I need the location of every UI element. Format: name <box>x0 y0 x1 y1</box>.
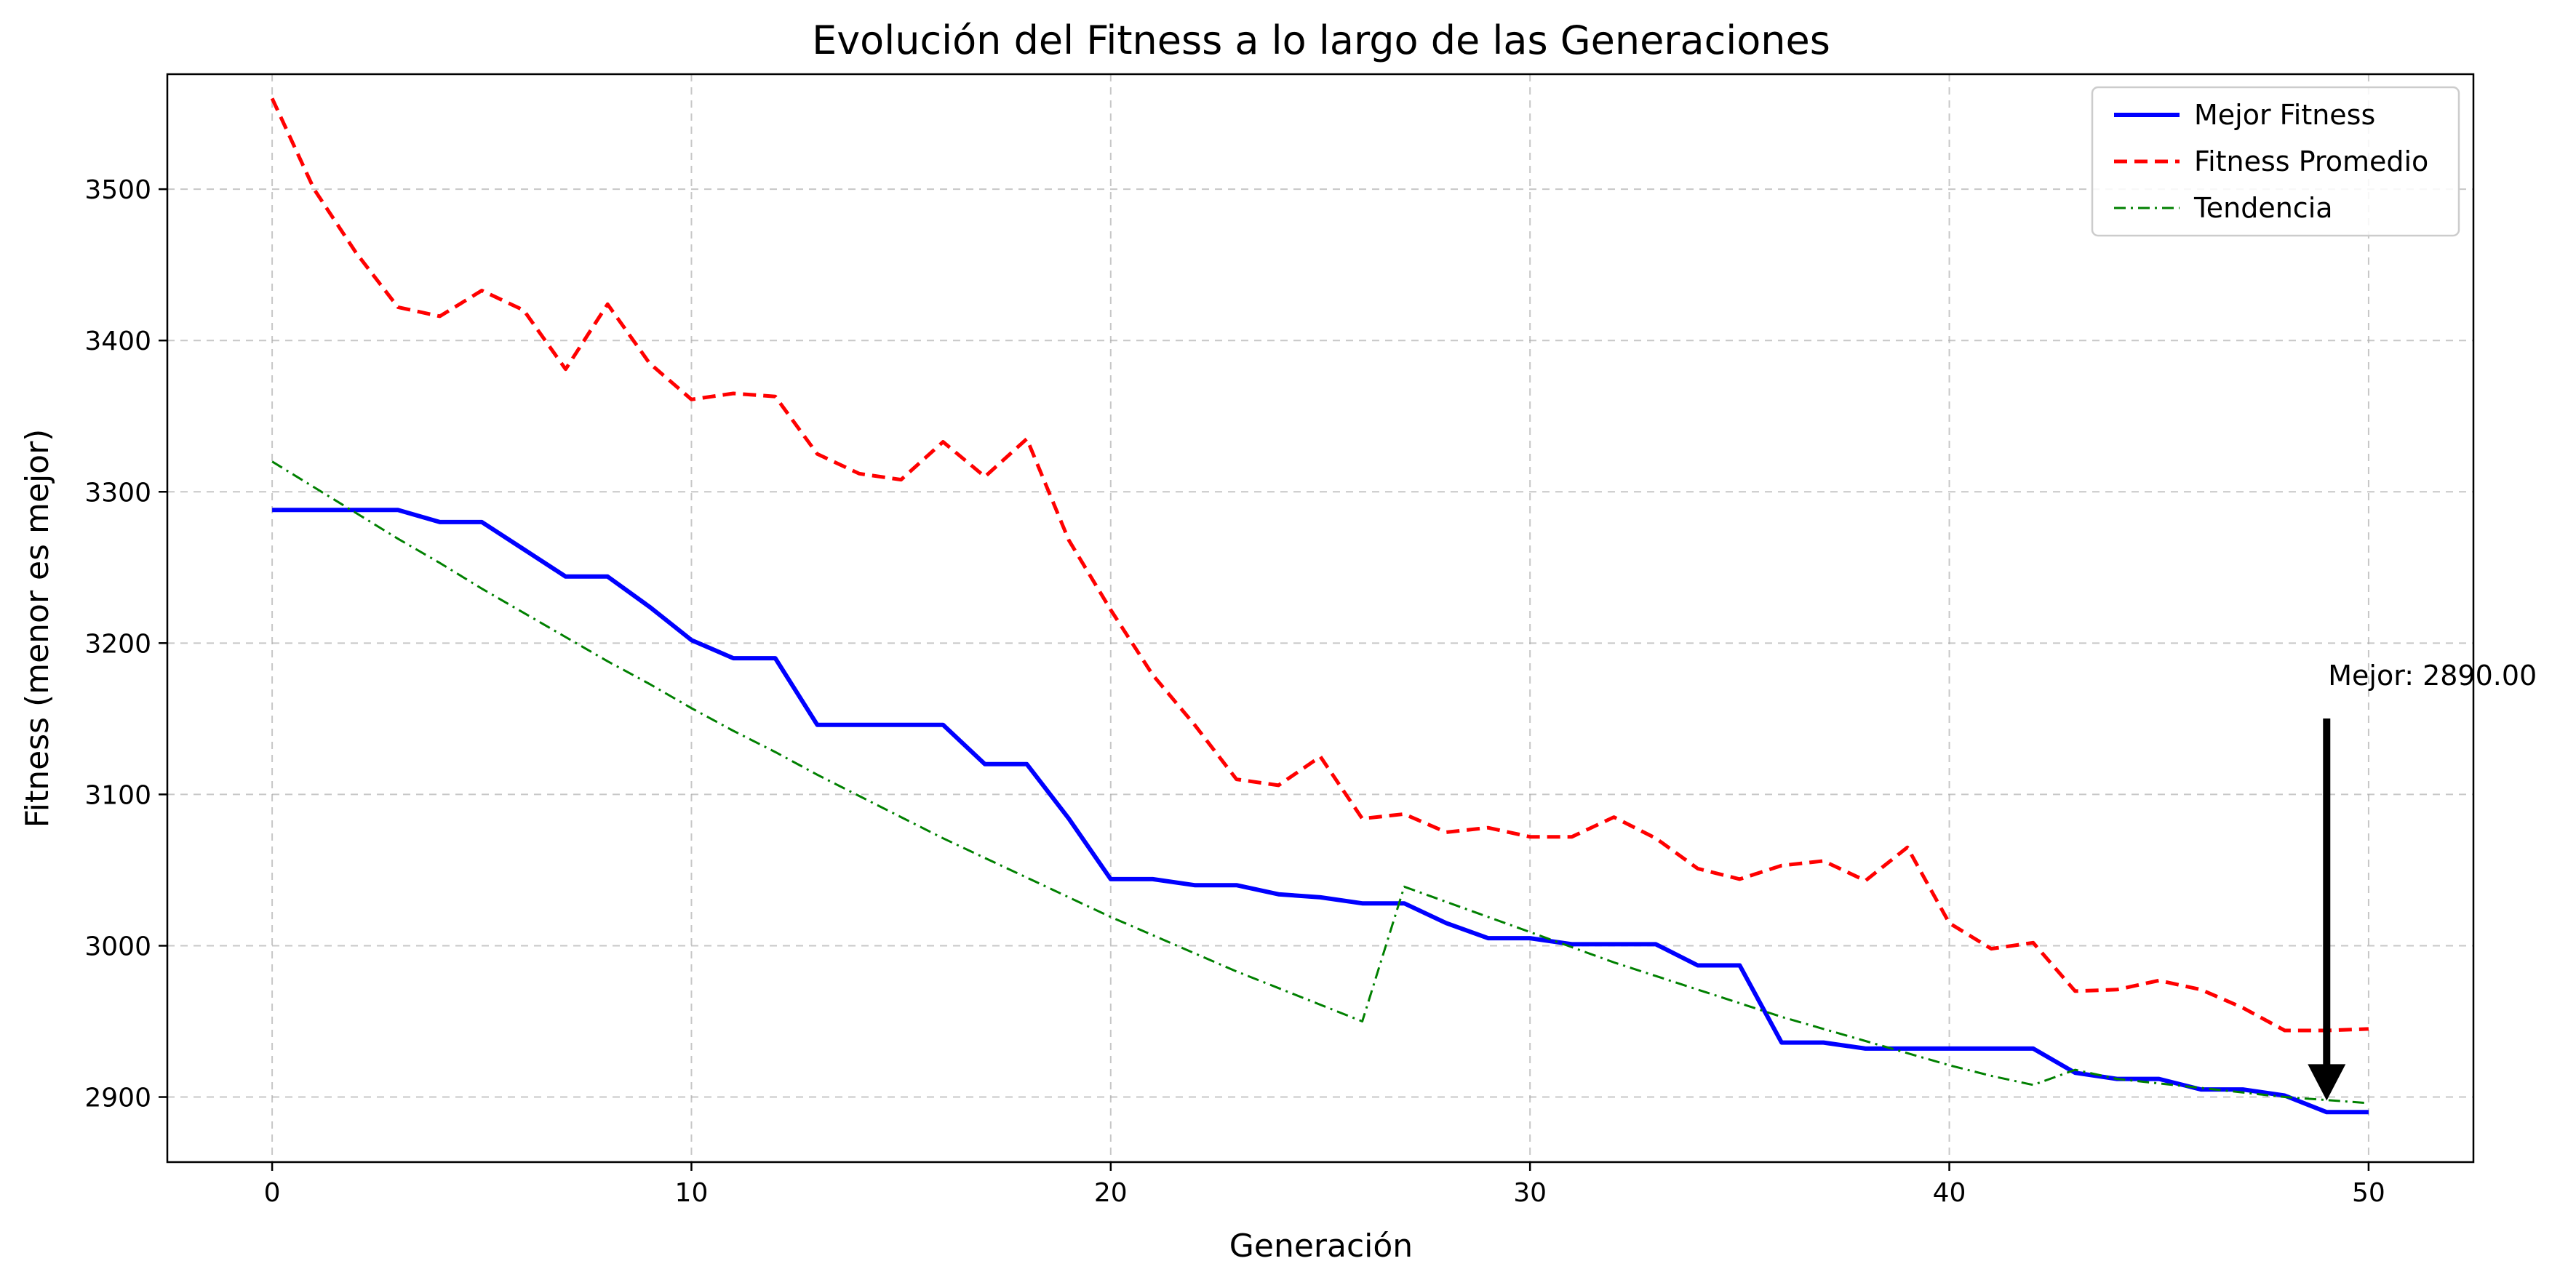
x-tick-label: 20 <box>1094 1178 1128 1208</box>
y-tick-label: 3500 <box>84 175 151 205</box>
series-layer <box>270 97 2369 1115</box>
x-axis-label: Generación <box>1229 1228 1413 1265</box>
y-axis-label: Fitness (menor es mejor) <box>19 429 56 828</box>
annotation-arrow-head <box>2308 1064 2346 1101</box>
annotation-label: Mejor: 2890.00 <box>2328 660 2537 692</box>
tick-layer: 0 10 20 30 40 50 2900 3000 3100 3200 3300 3400 3500 <box>84 175 2385 1208</box>
y-tick-label: 2900 <box>84 1084 151 1113</box>
legend-box <box>2091 86 2460 237</box>
legend-label: Mejor Fitness <box>2194 99 2375 131</box>
legend-label: Fitness Promedio <box>2194 145 2428 177</box>
grid-layer <box>167 74 2473 1162</box>
series-line-mejor-fitness <box>272 508 2369 1115</box>
y-tick-label: 3300 <box>84 478 151 508</box>
legend-layer: Mejor Fitness Fitness Promedio Tendencia <box>2091 86 2460 237</box>
x-tick-label: 10 <box>675 1178 709 1208</box>
series-line-fitness-promedio <box>270 97 2369 1033</box>
frame-layer <box>166 73 2475 1164</box>
series-line-tendencia <box>271 460 2369 1105</box>
plot-frame <box>166 73 2475 1164</box>
x-tick-label: 0 <box>264 1178 281 1208</box>
y-tick-label: 3200 <box>84 629 151 659</box>
y-tick-label: 3000 <box>84 932 151 961</box>
x-tick-label: 40 <box>1933 1178 1966 1208</box>
x-tick-label: 50 <box>2352 1178 2385 1208</box>
annotation-layer: Mejor: 2890.00 <box>2308 660 2537 1101</box>
x-tick-label: 30 <box>1513 1178 1547 1208</box>
y-tick-label: 3100 <box>84 780 151 810</box>
y-tick-label: 3400 <box>84 327 151 356</box>
legend-label: Tendencia <box>2193 192 2333 224</box>
chart-title: Evolución del Fitness a lo largo de las … <box>812 17 1830 63</box>
